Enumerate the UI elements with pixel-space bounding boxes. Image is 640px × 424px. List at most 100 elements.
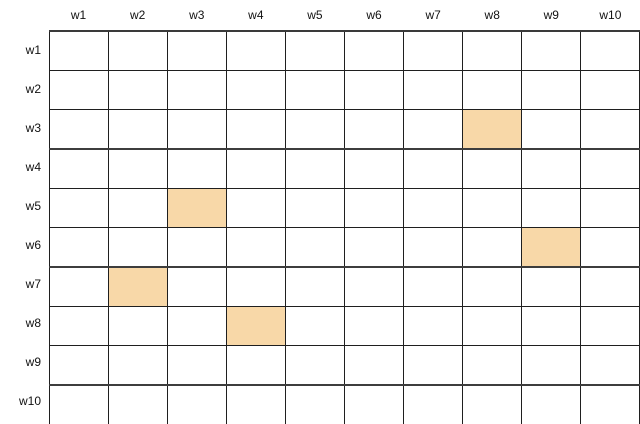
matrix-cell-w6-w5 bbox=[285, 227, 345, 268]
row-header-w10: w10 bbox=[18, 393, 41, 408]
column-header-w1: w1 bbox=[70, 8, 87, 22]
matrix-cell-w10-w5 bbox=[285, 384, 345, 424]
matrix-cell-w4-w9 bbox=[521, 148, 581, 189]
matrix-cell-w7-w3 bbox=[167, 266, 227, 307]
matrix-cell-w10-w7 bbox=[403, 384, 463, 424]
matrix-cell-w8-w7 bbox=[403, 306, 463, 346]
matrix-cell-w4-w2 bbox=[108, 148, 168, 189]
matrix-row-w4 bbox=[49, 148, 640, 189]
matrix-row-w7 bbox=[49, 266, 640, 307]
matrix-cell-w2-w9 bbox=[521, 70, 581, 110]
matrix-cell-w9-w4 bbox=[226, 345, 286, 386]
matrix-cell-w8-w2 bbox=[108, 306, 168, 346]
matrix-cell-w4-w5 bbox=[285, 148, 345, 189]
matrix-cell-w9-w6 bbox=[344, 345, 404, 386]
row-header-w6: w6 bbox=[25, 237, 41, 252]
matrix-cell-w3-w2 bbox=[108, 109, 168, 150]
matrix-cell-w10-w3 bbox=[167, 384, 227, 424]
matrix-cell-w9-w5 bbox=[285, 345, 345, 386]
matrix-cell-w9-w8 bbox=[462, 345, 522, 386]
matrix-cell-w5-w5 bbox=[285, 188, 345, 228]
matrix-cell-w8-w10 bbox=[580, 306, 640, 346]
column-header-w5: w5 bbox=[307, 8, 323, 22]
column-header-w10: w10 bbox=[599, 8, 622, 22]
matrix-cell-w7-w2 bbox=[108, 266, 168, 307]
matrix-cell-w7-w1 bbox=[49, 266, 109, 307]
matrix-cell-w2-w7 bbox=[403, 70, 463, 110]
matrix-cell-w9-w3 bbox=[167, 345, 227, 386]
matrix-cell-w8-w8 bbox=[462, 306, 522, 346]
column-header-row: w1 w2 w3 w4 w5 w6 w7 w8 w9 w10 bbox=[49, 0, 640, 30]
matrix-cell-w4-w6 bbox=[344, 148, 404, 189]
matrix-cell-w5-w7 bbox=[403, 188, 463, 228]
matrix-cell-w8-w3 bbox=[167, 306, 227, 346]
matrix-cell-w2-w10 bbox=[580, 70, 640, 110]
matrix-cell-w1-w8 bbox=[462, 30, 522, 71]
matrix-cell-w8-w9 bbox=[521, 306, 581, 346]
matrix-cell-w8-w4 bbox=[226, 306, 286, 346]
matrix-cell-w1-w9 bbox=[521, 30, 581, 71]
column-header-w2: w2 bbox=[129, 8, 146, 22]
matrix-cell-w4-w4 bbox=[226, 148, 286, 189]
matrix-cell-w2-w1 bbox=[49, 70, 109, 110]
matrix-cell-w6-w1 bbox=[49, 227, 109, 268]
matrix-cell-w7-w10 bbox=[580, 266, 640, 307]
matrix-cell-w2-w6 bbox=[344, 70, 404, 110]
matrix-cell-w10-w10 bbox=[580, 384, 640, 424]
matrix-cell-w3-w10 bbox=[580, 109, 640, 150]
row-header-w3: w3 bbox=[25, 120, 41, 135]
matrix-cell-w3-w4 bbox=[226, 109, 286, 150]
matrix-cell-w3-w9 bbox=[521, 109, 581, 150]
matrix-cell-w1-w4 bbox=[226, 30, 286, 71]
matrix-cell-w6-w3 bbox=[167, 227, 227, 268]
matrix-cell-w3-w5 bbox=[285, 109, 345, 150]
matrix-cell-w5-w8 bbox=[462, 188, 522, 228]
matrix-cell-w9-w2 bbox=[108, 345, 168, 386]
matrix-cell-w6-w2 bbox=[108, 227, 168, 268]
matrix-cell-w2-w5 bbox=[285, 70, 345, 110]
matrix-cell-w7-w9 bbox=[521, 266, 581, 307]
matrix-cell-w10-w2 bbox=[108, 384, 168, 424]
row-header-w4: w4 bbox=[25, 159, 41, 174]
matrix-cell-w7-w7 bbox=[403, 266, 463, 307]
matrix-cell-w4-w1 bbox=[49, 148, 109, 189]
matrix-cell-w6-w8 bbox=[462, 227, 522, 268]
matrix-cell-w3-w8 bbox=[462, 109, 522, 150]
matrix-cell-w1-w5 bbox=[285, 30, 345, 71]
row-header-w8: w8 bbox=[25, 315, 41, 330]
matrix-cell-w10-w1 bbox=[49, 384, 109, 424]
column-header-w6: w6 bbox=[366, 8, 382, 22]
matrix-cell-w10-w6 bbox=[344, 384, 404, 424]
matrix-cell-w3-w3 bbox=[167, 109, 227, 150]
matrix-cell-w10-w9 bbox=[521, 384, 581, 424]
column-header-w8: w8 bbox=[484, 8, 500, 22]
matrix-cell-w3-w7 bbox=[403, 109, 463, 150]
matrix-cell-w2-w8 bbox=[462, 70, 522, 110]
matrix-cell-w5-w9 bbox=[521, 188, 581, 228]
matrix-cell-w5-w1 bbox=[49, 188, 109, 228]
column-header-w9: w9 bbox=[543, 8, 559, 22]
matrix-row-w6 bbox=[49, 227, 640, 268]
matrix-row-w5 bbox=[49, 188, 640, 228]
matrix-cell-w5-w2 bbox=[108, 188, 168, 228]
matrix-cell-w8-w5 bbox=[285, 306, 345, 346]
matrix-cell-w3-w6 bbox=[344, 109, 404, 150]
matrix-cell-w3-w1 bbox=[49, 109, 109, 150]
row-header-w7: w7 bbox=[25, 276, 41, 291]
matrix-row-w1 bbox=[49, 30, 640, 71]
matrix-cell-w2-w3 bbox=[167, 70, 227, 110]
matrix-row-w10 bbox=[49, 384, 640, 424]
matrix-cell-w7-w4 bbox=[226, 266, 286, 307]
matrix-cell-w6-w9 bbox=[521, 227, 581, 268]
matrix-cell-w8-w1 bbox=[49, 306, 109, 346]
matrix-cell-w1-w2 bbox=[108, 30, 168, 71]
matrix-cell-w6-w4 bbox=[226, 227, 286, 268]
row-header-w5: w5 bbox=[25, 198, 41, 213]
matrix-cell-w9-w10 bbox=[580, 345, 640, 386]
matrix-cell-w1-w6 bbox=[344, 30, 404, 71]
matrix-cell-w8-w6 bbox=[344, 306, 404, 346]
matrix-cell-w4-w8 bbox=[462, 148, 522, 189]
matrix-cell-w7-w6 bbox=[344, 266, 404, 307]
matrix-cell-w10-w4 bbox=[226, 384, 286, 424]
